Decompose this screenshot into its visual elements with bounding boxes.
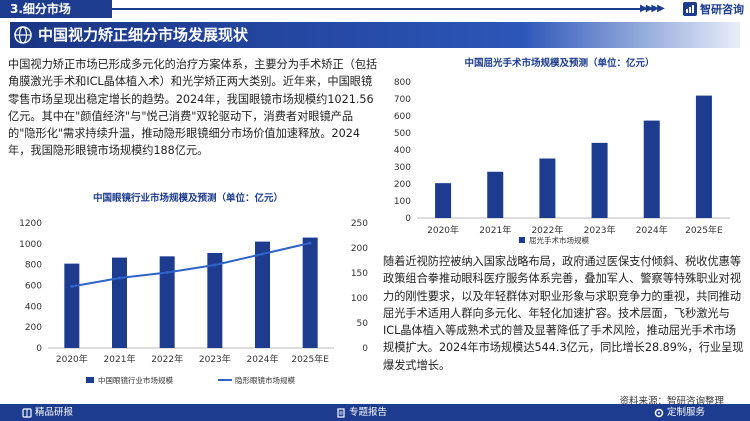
x-tick-label: 2020年 — [427, 224, 459, 236]
x-tick-label: 2025年E — [291, 353, 329, 365]
refractive-paragraph: 随着近视防控被纳入国家战略布局，政府通过医保支付倾斜、税收优惠等政策组合拳推动眼… — [383, 255, 744, 372]
footer-reports-label: 精品研报 — [35, 407, 74, 418]
document-icon — [337, 407, 345, 418]
line-point — [165, 271, 169, 274]
footer-topics-link[interactable]: 专题报告 — [336, 404, 387, 421]
x-tick-label: 2022年 — [531, 224, 563, 236]
legend-label-bar: 中国眼镜行业市场规模 — [98, 375, 173, 385]
x-tick-label: 2021年 — [104, 353, 136, 365]
x-tick-label: 2023年 — [199, 353, 231, 365]
gear-icon — [654, 408, 664, 417]
legend-swatch-bar — [86, 377, 94, 383]
y2-tick-label: 0 — [362, 344, 368, 354]
y2-tick-label: 100 — [351, 294, 368, 304]
bar — [539, 158, 556, 218]
eyewear-market-chart-svg: 中国眼镜行业市场规模及预测（单位：亿元）02004006008001000120… — [19, 192, 369, 385]
title-banner: 中国视力矫正细分市场发展现状 — [10, 22, 740, 48]
eyewear-market-chart: 中国眼镜行业市场规模及预测（单位：亿元） 0 200 400 600 800 1000 120… — [8, 187, 380, 397]
x-tick-label: 2025年E — [685, 224, 723, 236]
chevrons-icon: ▶▶▶▶ — [640, 3, 665, 14]
y2-tick-label: 50 — [357, 319, 369, 329]
refractive-surgery-chart-svg: 中国屈光手术市场规模及预测（单位：亿元） 0 100 200 300 400 500 600 7… — [394, 57, 730, 245]
source-note: 资料来源：智研咨询整理 — [619, 396, 724, 407]
legend-label-line: 隐形眼镜市场规模 — [235, 375, 295, 385]
footer-custom-label: 定制服务 — [667, 407, 706, 418]
y-tick-label: 800 — [394, 78, 411, 88]
line-point — [70, 285, 74, 288]
line-point — [261, 252, 264, 256]
y-tick-label: 200 — [25, 323, 42, 333]
footer-reports-link[interactable]: 精品研报 — [22, 404, 73, 421]
bar — [695, 95, 712, 218]
bar — [159, 256, 175, 348]
series-line — [71, 242, 311, 288]
line-point — [213, 263, 217, 267]
footer-topics-label: 专题报告 — [349, 407, 388, 418]
x-tick-label: 2022年 — [151, 353, 183, 365]
y-tick-label: 400 — [394, 146, 411, 156]
y-tick-label: 100 — [394, 197, 411, 207]
x-tick-label: 2024年 — [636, 224, 668, 236]
bar — [207, 253, 223, 348]
y-tick-label: 700 — [394, 95, 411, 105]
top-divider — [112, 8, 652, 10]
legend-swatch — [519, 237, 525, 243]
bar — [487, 171, 504, 218]
y-tick-label: 800 — [25, 261, 42, 271]
refractive-surgery-chart: 中国屈光手术市场规模及预测（单位：亿元） 0 100 200 300 400 500 600 7… — [385, 54, 747, 250]
bar — [591, 142, 608, 218]
y2-tick-label: 150 — [351, 269, 368, 279]
y-tick-label: 1000 — [19, 240, 42, 250]
brand-logo-icon — [683, 2, 697, 16]
y-tick-label: 200 — [394, 180, 411, 190]
section-tag: 3.细分市场 — [0, 0, 112, 18]
y-tick-label: 500 — [394, 129, 411, 139]
x-tick-label: 2024年 — [247, 353, 279, 365]
y-tick-label: 600 — [394, 112, 411, 122]
legend-label: 屈光手术市场规模 — [529, 235, 589, 245]
bottom-bar: 精品研报 专题报告 定制服务 — [0, 404, 750, 421]
footer-custom-link[interactable]: 定制服务 — [654, 404, 705, 421]
x-tick-label: 2021年 — [479, 224, 511, 236]
chart-title: 中国屈光手术市场规模及预测（单位：亿元） — [464, 57, 654, 69]
bar — [255, 241, 270, 348]
book-icon — [22, 407, 32, 418]
top-bar: 3.细分市场 ▶▶▶▶ 智研咨询 — [0, 0, 750, 18]
intro-paragraph: 中国视力矫正市场已形成多元化的治疗方案体系，主要分为手术矫正（包括角膜激光手术和… — [8, 58, 378, 158]
bar — [435, 183, 452, 218]
line-point — [118, 276, 121, 280]
brand-name: 智研咨询 — [700, 3, 744, 16]
bar — [643, 120, 660, 218]
line-point — [308, 241, 312, 245]
brand-logo: 智研咨询 — [683, 2, 744, 16]
y2-tick-label: 250 — [351, 219, 368, 229]
y-tick-label: 0 — [36, 344, 42, 354]
y-tick-label: 0 — [405, 214, 411, 224]
x-tick-label: 2020年 — [56, 353, 88, 365]
y-tick-label: 300 — [394, 163, 411, 173]
x-tick-label: 2023年 — [584, 224, 616, 236]
chart-title: 中国眼镜行业市场规模及预测（单位：亿元） — [93, 192, 283, 204]
bar — [64, 263, 80, 348]
y2-tick-label: 200 — [351, 244, 368, 254]
y-tick-label: 1200 — [19, 219, 42, 229]
page-title: 中国视力矫正细分市场发展现状 — [38, 26, 249, 44]
globe-icon — [14, 26, 32, 44]
y-tick-label: 400 — [25, 302, 42, 312]
bar — [302, 237, 318, 348]
y-tick-label: 600 — [25, 282, 42, 292]
bar — [112, 257, 127, 348]
